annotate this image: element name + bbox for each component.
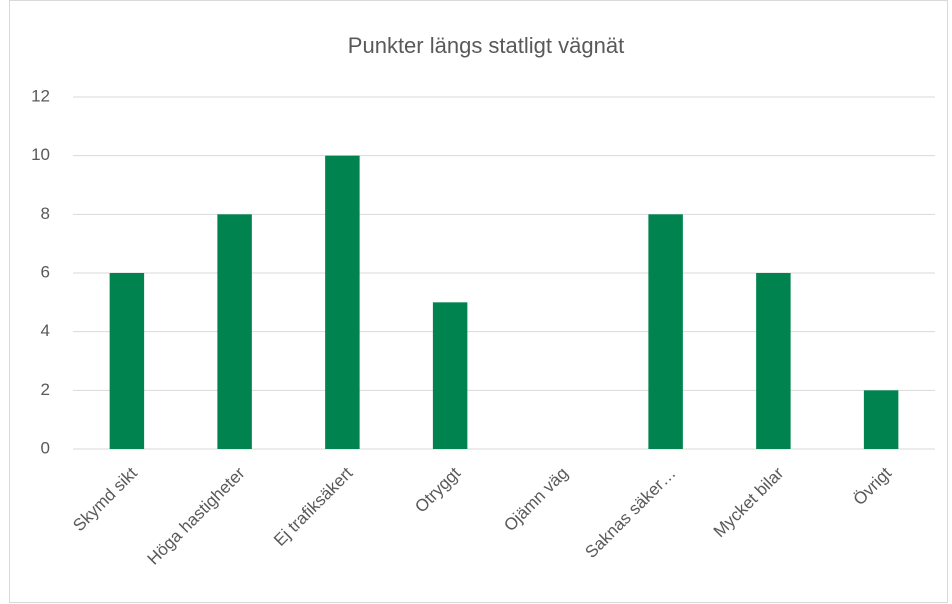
y-tick-label: 6 — [41, 262, 50, 281]
y-tick-label: 2 — [41, 380, 50, 399]
y-tick-label: 4 — [41, 321, 50, 340]
bar — [756, 273, 791, 449]
y-tick-label: 10 — [31, 145, 50, 164]
bar — [325, 155, 360, 449]
bar — [432, 302, 468, 449]
y-tick-label: 0 — [41, 438, 50, 457]
y-tick-label: 8 — [41, 204, 50, 223]
bar — [109, 273, 145, 449]
bar — [863, 390, 899, 449]
y-tick-label: 12 — [31, 86, 50, 105]
bar — [217, 214, 252, 449]
chart-border — [9, 0, 948, 603]
chart-title: Punkter längs statligt vägnät — [348, 33, 624, 58]
bar — [648, 214, 683, 449]
